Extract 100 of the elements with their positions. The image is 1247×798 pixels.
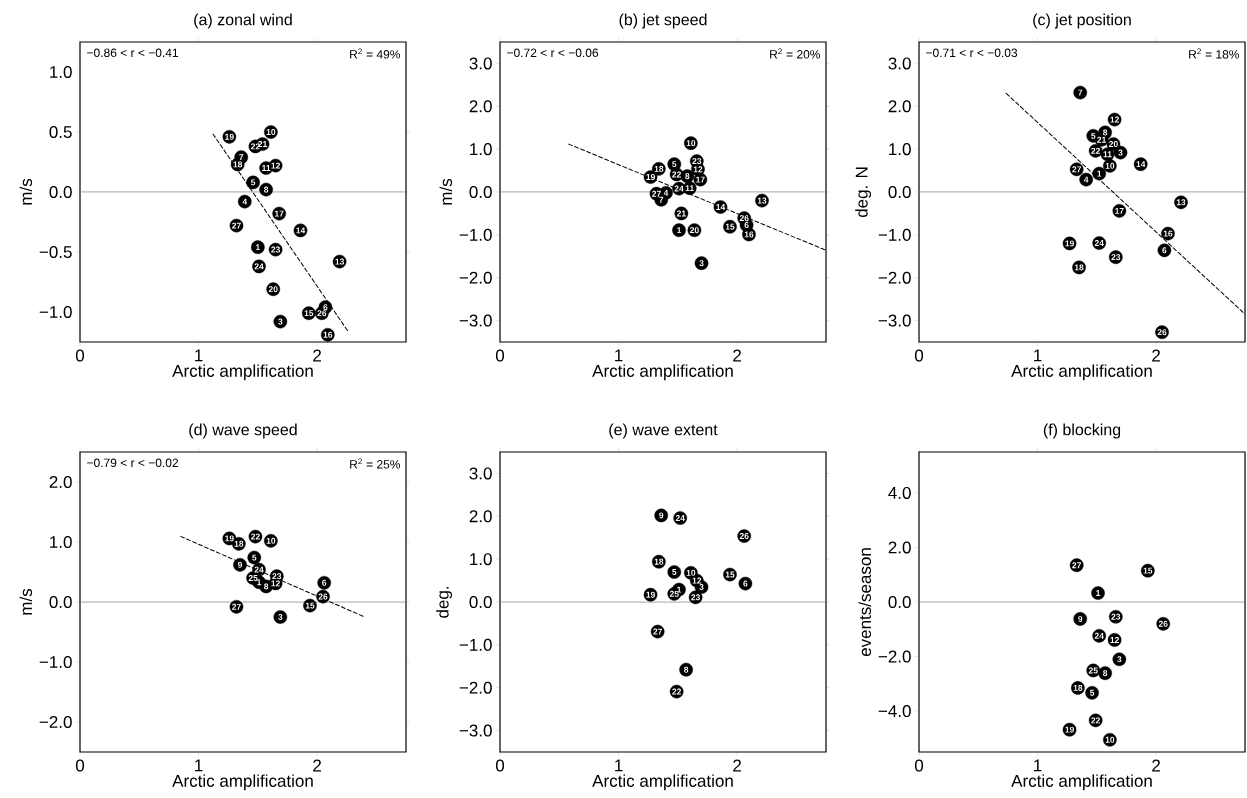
annotation: 23 [272,573,282,580]
annotation: 4 [242,198,248,205]
annotation: 8 [264,583,269,590]
annotation: 10 [1105,162,1115,169]
x-axis-title: Arctic amplification [592,774,733,791]
annotation: 13 [757,197,767,204]
annotation: −0.86 < r < −0.41 [87,48,179,58]
y-tick-label: −1.0 [39,655,72,669]
annotation: 24 [674,185,684,192]
annotation: 22 [251,533,260,540]
annotation: 5 [672,161,677,168]
annotation: 12 [692,577,702,584]
annotation: 21 [1097,136,1107,143]
annotation: 20 [1109,141,1118,147]
annotation: 4 [663,189,669,196]
annotation: 27 [652,190,661,197]
chart-title: (d) wave speed [189,423,297,439]
annotation: 17 [274,210,284,217]
annotation: 19 [1065,240,1074,247]
annotation: 22 [251,143,260,150]
annotation: 15 [725,223,735,230]
annotation: 9 [237,561,243,568]
y-tick-label: 0.0 [888,595,911,609]
x-tick-label: 2 [313,759,321,772]
annotation: 7 [239,154,244,161]
annotation: 3 [1117,656,1122,663]
y-axis-title: m/s [19,178,33,205]
annotation: 25 [669,590,679,597]
y-tick-label: 2.0 [469,100,492,113]
annotation: 11 [685,185,694,192]
annotation: 16 [323,331,333,338]
y-tick-label: −1.0 [39,305,72,319]
y-tick-label: −2.0 [39,715,72,729]
annotation: 5 [250,179,256,186]
annotation: 22 [672,171,682,178]
annotation: 11 [1103,151,1112,158]
x-axis-title: Arctic amplification [172,774,313,791]
annotation: 19 [225,133,234,140]
annotation: 16 [1163,230,1173,237]
y-tick-label: −2.0 [459,681,492,694]
annotation: 21 [676,210,686,217]
annotation: 14 [716,204,726,210]
x-tick-label: 0 [75,759,85,772]
y-tick-label: −2.0 [459,271,492,284]
annotation: 18 [234,540,244,547]
annotation: 10 [1105,736,1115,743]
annotation: 12 [271,162,280,169]
annotation: 16 [744,231,754,238]
y-tick-label: 1.0 [50,65,72,79]
x-axis-title: Arctic amplification [592,364,733,381]
annotation: 17 [696,176,705,183]
y-tick-label: −1.0 [459,228,492,241]
y-tick-label: 0.0 [49,595,72,609]
annotation: 23 [1111,613,1121,620]
annotation: R$^{2}$ = 25% [350,458,401,469]
annotation: 1 [677,586,682,593]
annotation: 13 [1176,199,1186,206]
x-tick-label: 0 [914,759,924,772]
annotation: 9 [659,512,664,519]
y-tick-label: −2.0 [878,650,911,663]
annotation: 23 [692,158,702,165]
annotation: 25 [248,575,258,582]
annotation: 18 [1073,684,1083,691]
annotation: −0.79 < r < −0.02 [87,458,178,468]
chart-title: (e) wave extent [609,423,718,439]
y-tick-label: 2.0 [888,541,911,554]
y-tick-label: −1.0 [459,638,492,651]
y-tick-label: 1.0 [50,535,72,549]
annotation: 23 [1111,254,1121,261]
annotation: 8 [1103,670,1108,677]
annotation: 6 [744,221,749,228]
annotation: 6 [322,579,327,586]
annotation: 6 [323,304,328,311]
annotation: 27 [232,603,241,610]
y-tick-label: 1.0 [470,553,492,566]
x-tick-label: 0 [914,349,924,362]
chart-title: (f) blocking [1043,423,1121,439]
annotation: 26 [1157,329,1167,336]
annotation: 18 [654,558,664,565]
annotation: 24 [1094,240,1104,246]
x-tick-label: 2 [313,349,321,362]
y-tick-label: −0.5 [39,245,72,259]
annotation: 20 [689,227,699,234]
y-tick-label: −4.0 [878,705,911,718]
y-axis-title: deg. [436,587,453,618]
annotation: 26 [739,533,749,540]
annotation: 19 [225,535,234,542]
annotation: 12 [271,580,280,587]
y-tick-label: −1.0 [878,228,911,241]
annotation: 26 [317,310,327,317]
annotation: 24 [254,566,264,573]
annotation: 8 [685,173,690,180]
annotation: 15 [305,602,315,609]
y-tick-label: 1.0 [470,143,492,156]
annotation: 1 [1096,590,1101,596]
annotation: 5 [252,554,257,561]
annotation: −0.72 < r < −0.06 [507,48,599,58]
y-axis-title: events/season [858,548,872,657]
x-axis-title: Arctic amplification [1011,364,1152,381]
x-tick-label: 0 [75,349,85,362]
